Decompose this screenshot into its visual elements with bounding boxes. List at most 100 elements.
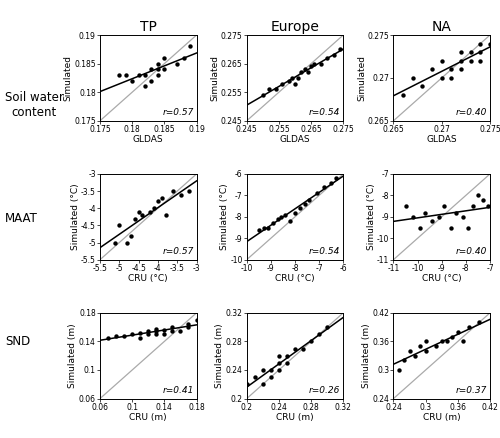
Point	[438, 57, 446, 64]
Point	[332, 175, 340, 182]
Y-axis label: Simulated: Simulated	[357, 55, 366, 101]
Text: r=0.54: r=0.54	[309, 247, 340, 256]
Text: r=0.37: r=0.37	[456, 386, 487, 395]
Point	[448, 74, 456, 81]
Text: r=0.40: r=0.40	[456, 247, 487, 256]
Text: r=0.40: r=0.40	[456, 108, 487, 117]
Point	[242, 381, 250, 388]
Point	[327, 179, 335, 186]
Point	[320, 183, 328, 190]
Point	[146, 208, 154, 215]
Y-axis label: Simulated (m): Simulated (m)	[216, 323, 224, 388]
Point	[255, 226, 263, 233]
Point	[411, 352, 419, 359]
Point	[469, 203, 477, 210]
Point	[160, 66, 168, 73]
Point	[112, 239, 120, 246]
Point	[275, 352, 283, 359]
Point	[409, 74, 417, 81]
Point	[120, 332, 128, 339]
Text: r=0.57: r=0.57	[162, 108, 194, 117]
Point	[448, 333, 456, 340]
Point	[173, 60, 181, 67]
Point	[464, 224, 472, 231]
Point	[283, 359, 291, 366]
Point	[131, 215, 139, 222]
Point	[168, 324, 176, 331]
Point	[278, 80, 286, 87]
Point	[116, 71, 124, 78]
Point	[150, 205, 158, 212]
Y-axis label: Simulated (m): Simulated (m)	[362, 323, 371, 388]
X-axis label: GLDAS: GLDAS	[426, 135, 457, 145]
Point	[443, 338, 451, 345]
Point	[134, 71, 142, 78]
Point	[112, 332, 120, 339]
Point	[185, 187, 193, 194]
Point	[127, 232, 135, 239]
Point	[399, 92, 407, 99]
Point	[286, 218, 294, 225]
Point	[272, 86, 280, 93]
Y-axis label: Simulated: Simulated	[210, 55, 220, 101]
Point	[304, 69, 312, 76]
Point	[460, 213, 468, 220]
Point	[282, 211, 290, 218]
Point	[288, 74, 296, 81]
Point	[476, 40, 484, 47]
Point	[409, 213, 417, 220]
Point	[323, 324, 331, 331]
Point	[438, 338, 446, 345]
Point	[476, 319, 484, 326]
Point	[186, 43, 194, 50]
Point	[312, 190, 320, 197]
Point	[141, 83, 149, 90]
Point	[170, 187, 177, 194]
Title: TP: TP	[140, 20, 156, 34]
Point	[294, 74, 302, 81]
Point	[457, 66, 465, 73]
Point	[154, 198, 162, 205]
Point	[440, 203, 448, 210]
Point	[464, 324, 472, 331]
Text: SND: SND	[5, 335, 30, 348]
X-axis label: CRU (m): CRU (m)	[130, 413, 167, 422]
Point	[123, 239, 131, 246]
Point	[184, 320, 192, 327]
Point	[138, 212, 146, 219]
Point	[416, 224, 424, 231]
Point	[300, 201, 308, 208]
Point	[136, 334, 144, 341]
Point	[270, 220, 278, 227]
Y-axis label: Simulated: Simulated	[64, 55, 72, 101]
Point	[422, 338, 430, 345]
Point	[180, 54, 188, 61]
Point	[459, 338, 467, 345]
Point	[306, 196, 314, 203]
Point	[323, 54, 331, 61]
Point	[296, 205, 304, 212]
Point	[452, 209, 460, 216]
Point	[160, 54, 168, 61]
Point	[395, 367, 403, 374]
Y-axis label: Simulated (°C): Simulated (°C)	[220, 184, 229, 250]
Point	[436, 213, 444, 220]
Point	[116, 222, 124, 229]
Text: MAAT: MAAT	[5, 212, 38, 226]
Point	[154, 60, 162, 67]
Point	[154, 71, 162, 78]
Point	[315, 331, 323, 338]
Point	[336, 46, 344, 53]
Point	[152, 331, 160, 338]
Point	[144, 331, 152, 338]
Point	[479, 196, 487, 203]
Point	[438, 74, 446, 81]
Point	[300, 66, 308, 73]
Point	[484, 203, 492, 210]
X-axis label: CRU (m): CRU (m)	[423, 413, 461, 422]
Point	[428, 218, 436, 225]
X-axis label: GLDAS: GLDAS	[133, 135, 164, 145]
Point	[160, 326, 168, 333]
Point	[134, 208, 142, 215]
Point	[267, 374, 275, 381]
